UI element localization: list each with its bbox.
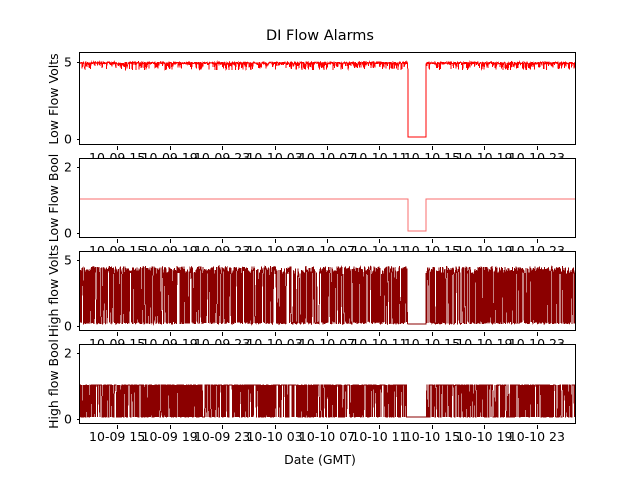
subplot-3-xtick-label: 10-10 11 (351, 429, 408, 444)
subplot-0-line (80, 60, 575, 138)
subplot-3-xtick-label: 10-10 15 (403, 429, 461, 444)
subplot-0-xtick-mark (484, 146, 486, 150)
subplot-2-xtick-mark (536, 332, 538, 336)
subplot-1-xtick-mark (274, 239, 276, 243)
subplot-0-xtick-mark (169, 146, 171, 150)
subplot-1-ytick-label: 0 (64, 225, 72, 241)
subplot-3-ytick-mark (76, 419, 80, 421)
subplot-3-xtick-mark (536, 425, 538, 429)
subplot-0-xtick-mark (222, 146, 224, 150)
subplot-3-xtick-label: 10-09 19 (141, 429, 198, 444)
subplot-2-xtick-mark (327, 332, 328, 336)
subplot-3-ytick-label: 0 (64, 411, 72, 427)
subplot-3-line (80, 384, 575, 418)
subplot-1-xtick-mark (169, 239, 171, 243)
subplot-2-line (80, 264, 575, 326)
subplot-3-xtick-mark (327, 425, 328, 429)
subplot-0-xtick-mark (379, 146, 381, 150)
subplot-2-xtick-mark (169, 332, 171, 336)
subplot-2-ytick-label: 0 (64, 318, 72, 334)
subplot-3-xtick-mark (379, 425, 381, 429)
subplot-2-ytick-mark (76, 259, 80, 261)
subplot-1-ytick-mark (76, 167, 80, 169)
page-title: DI Flow Alarms (266, 28, 374, 44)
subplot-1-line (80, 198, 575, 232)
subplot-3-xtick-label: 10-10 23 (508, 429, 565, 444)
subplot-1-xtick-mark (536, 239, 538, 243)
subplot-3-xtick-mark (484, 425, 486, 429)
subplot-1-xtick-mark (327, 239, 328, 243)
subplot-3-xtick-label: 10-10 07 (298, 429, 356, 444)
subplot-3-xtick-mark (169, 425, 171, 429)
subplot-1-xtick-mark (379, 239, 381, 243)
subplot-2-xtick-mark (431, 332, 433, 336)
subplot-3-ytick-label: 2 (64, 345, 72, 361)
subplot-3-axes: 0 2 10-09 15 10-09 19 10-09 23 10-10 03 10-10 … (64, 344, 576, 444)
subplot-0-xtick-mark (117, 146, 119, 150)
subplot-0-ytick-mark (76, 139, 80, 141)
subplot-1-xtick-mark (431, 239, 433, 243)
subplot-2-ytick-label: 5 (64, 252, 72, 268)
subplot-0-xtick-mark (327, 146, 328, 150)
subplot-1-xtick-mark (222, 239, 224, 243)
subplot-3-xtick-mark (431, 425, 433, 429)
subplot-3-xtick-mark (274, 425, 276, 429)
subplot-1-ytick-mark (76, 233, 80, 235)
subplot-2-ytick-mark (76, 326, 80, 328)
subplot-3-xtick-mark (117, 425, 119, 429)
subplot-1-xtick-mark (117, 239, 119, 243)
subplot-0-ytick-mark (76, 62, 80, 64)
subplot-3-xtick-label: 10-09 15 (89, 429, 146, 444)
subplot-1-ytick-label: 2 (64, 159, 72, 175)
subplot-0-xtick-mark (536, 146, 538, 150)
subplot-3-xtick-mark (222, 425, 224, 429)
subplot-3-xtick-label: 10-09 23 (193, 429, 251, 444)
subplot-2-xtick-mark (117, 332, 119, 336)
x-axis-label: Date (GMT) (284, 452, 356, 467)
subplot-2-xtick-mark (274, 332, 276, 336)
subplot-0-xtick-mark (431, 146, 433, 150)
subplot-3-xtick-label: 10-10 03 (246, 429, 303, 444)
subplot-3-ytick-mark (76, 353, 80, 355)
subplot-0-ytick-label: 0 (64, 131, 72, 147)
subplot-2-xtick-mark (222, 332, 224, 336)
subplot-0-xtick-mark (274, 146, 276, 150)
subplot-2-xtick-mark (379, 332, 381, 336)
subplot-0-ytick-label: 5 (64, 54, 72, 70)
subplot-3-xtick-label: 10-10 19 (456, 429, 513, 444)
subplot-1-xtick-mark (484, 239, 486, 243)
subplot-2-xtick-mark (484, 332, 486, 336)
